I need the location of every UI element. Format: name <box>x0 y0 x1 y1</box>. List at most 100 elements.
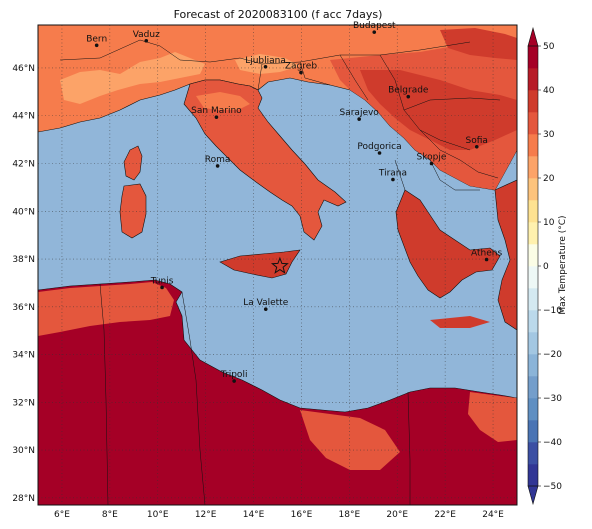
lon-tick-label: 16°E <box>291 510 313 520</box>
colorbar-level <box>528 134 538 157</box>
colorbar-tick-label: −10 <box>543 306 562 316</box>
colorbar-level <box>528 310 538 333</box>
colorbar-level <box>528 178 538 201</box>
city-dot <box>391 177 395 182</box>
colorbar-tick-label: −30 <box>543 394 562 404</box>
land-italy <box>183 79 347 241</box>
land-africa-warm-3 <box>468 392 517 442</box>
city-label: Sofia <box>466 136 488 146</box>
colorbar-level <box>528 420 538 443</box>
city-label: Ljubliana <box>245 56 286 66</box>
city-label: Roma <box>205 155 231 165</box>
city-label: Tripoli <box>220 370 248 380</box>
longitude-ticks: 6°E 8°E 10°E 12°E 14°E 16°E 18°E 20°E 22°E 24°E <box>54 510 504 520</box>
land-italy-cool <box>196 92 250 110</box>
lon-tick-label: 8°E <box>102 510 118 520</box>
colorbar-level <box>528 354 538 377</box>
colorbar <box>527 26 539 506</box>
colorbar-tick-label: −40 <box>543 438 562 448</box>
lon-tick-label: 12°E <box>195 510 217 520</box>
land-north-hot <box>440 28 517 60</box>
lat-tick-label: 28°N <box>12 494 35 504</box>
colorbar-tick-label: 10 <box>543 218 555 228</box>
city-dot <box>263 307 268 311</box>
city-label: Bern <box>86 34 107 44</box>
colorbar-level <box>528 244 538 267</box>
lon-tick-label: 22°E <box>434 510 456 520</box>
city-dot <box>215 164 220 168</box>
land-greece <box>395 189 501 299</box>
lat-tick-label: 46°N <box>12 64 35 74</box>
city-dot <box>357 117 361 121</box>
city-label: Athens <box>471 249 502 259</box>
lon-tick-label: 6°E <box>54 510 70 520</box>
colorbar-level <box>528 68 538 91</box>
map-title: Forecast of 2020083100 (f acc 7days) <box>173 8 383 21</box>
colorbar-level <box>528 90 538 113</box>
colorbar-level <box>528 332 538 355</box>
colorbar-level <box>528 266 538 289</box>
land-alps-cool-2 <box>235 54 300 74</box>
city-dot <box>429 161 434 166</box>
city-label: Budapest <box>353 21 396 31</box>
city-dot <box>214 115 219 119</box>
lat-tick-label: 38°N <box>12 255 35 265</box>
land-corsica <box>123 145 143 181</box>
lat-tick-label: 32°N <box>12 398 35 408</box>
colorbar-label: Max Temperature (°C) <box>558 215 568 315</box>
lat-tick-label: 34°N <box>12 351 35 361</box>
city-dot <box>232 379 236 383</box>
graticule <box>38 25 517 505</box>
city-label: Tunis <box>150 276 174 286</box>
city-label: Vaduz <box>133 30 160 40</box>
colorbar-extend-min <box>527 485 539 506</box>
colorbar-tick-label: 50 <box>543 42 555 52</box>
city-dot <box>372 30 377 34</box>
land-alps-cool <box>60 52 205 104</box>
colorbar-ticks: −50 −40 −30 −20 −10 0 10 20 30 40 50 <box>538 42 562 492</box>
city-dot <box>263 64 268 69</box>
lon-tick-label: 20°E <box>386 510 408 520</box>
land-africa-warm-2 <box>300 410 400 470</box>
city-dot <box>160 285 164 290</box>
city-label: La Valette <box>243 298 288 308</box>
colorbar-level <box>528 376 538 399</box>
lon-tick-label: 10°E <box>147 510 169 520</box>
city-dot <box>474 144 479 149</box>
colorbar-level <box>528 46 538 69</box>
lon-tick-label: 24°E <box>482 510 504 520</box>
city-dot <box>406 94 411 99</box>
lat-tick-label: 30°N <box>12 446 35 456</box>
city-label: Skopje <box>417 153 447 163</box>
colorbar-tick-label: 40 <box>543 86 555 96</box>
land-sicily <box>219 249 301 279</box>
colorbar-level <box>528 222 538 245</box>
colorbar-level <box>528 112 538 135</box>
map-frame <box>37 24 518 506</box>
land-anatolia <box>494 179 517 331</box>
land-africa-warm <box>38 282 174 336</box>
colorbar-level <box>528 200 538 223</box>
lat-tick-label: 42°N <box>12 160 35 170</box>
lat-tick-label: 44°N <box>12 112 35 122</box>
colorbar-tick-label: 30 <box>543 130 555 140</box>
temperature-field <box>38 25 517 505</box>
land-balkans-hotter <box>360 70 517 150</box>
colorbar-extend-max <box>527 26 539 47</box>
lat-tick-label: 36°N <box>12 303 35 313</box>
lon-tick-label: 18°E <box>339 510 361 520</box>
colorbar-tick-label: 0 <box>543 262 549 272</box>
event-star-marker <box>270 256 289 274</box>
city-label: Zagreb <box>285 62 317 72</box>
colorbar-level <box>528 156 538 179</box>
latitude-ticks: 28°N 30°N 32°N 34°N 36°N 38°N 40°N 42°N 44°N 46°N <box>12 64 35 504</box>
city-dot <box>484 257 489 262</box>
colorbar-level <box>528 464 538 487</box>
colorbar-level <box>528 442 538 465</box>
city-label: Podgorica <box>357 142 401 152</box>
city-label: Belgrade <box>388 86 429 96</box>
city-dot <box>377 151 382 155</box>
city-label: Sarajevo <box>340 108 380 118</box>
